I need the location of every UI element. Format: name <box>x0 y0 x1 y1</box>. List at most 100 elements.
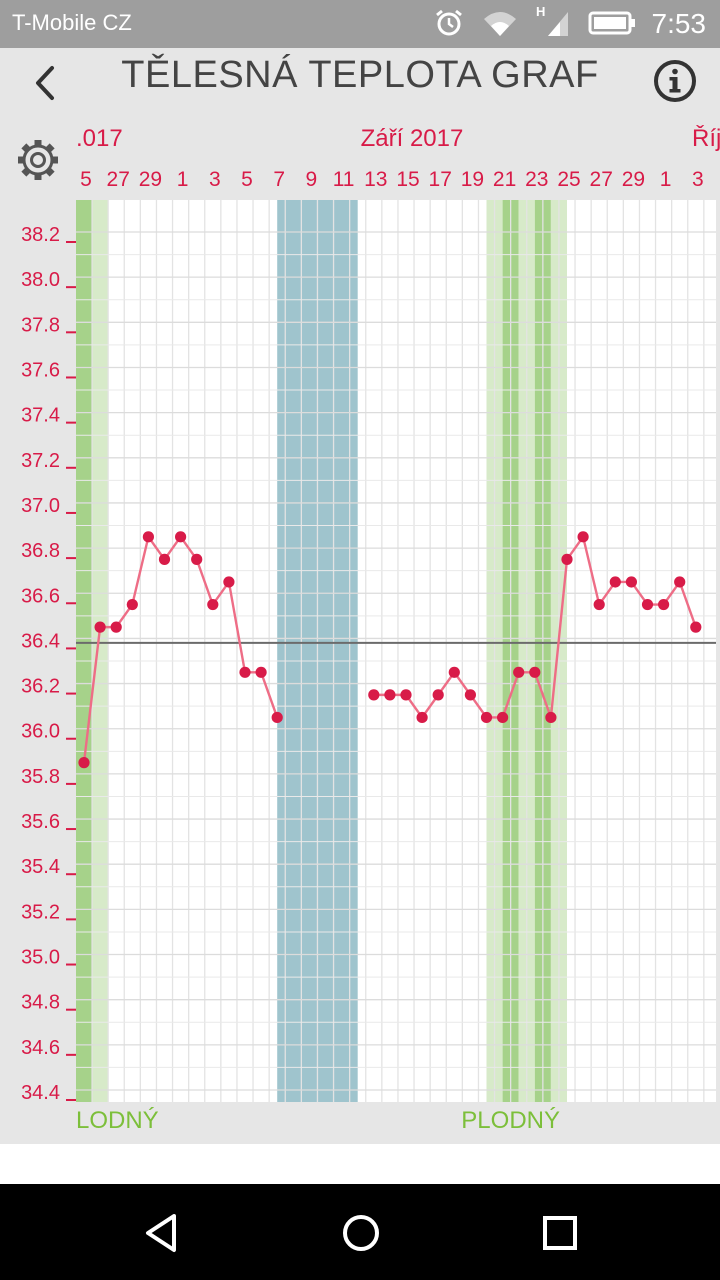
temperature-point[interactable] <box>416 711 428 724</box>
temperature-point[interactable] <box>577 531 589 543</box>
y-tick-label: 36.8 <box>21 540 60 562</box>
y-tick-label: 35.2 <box>21 901 60 923</box>
temperature-point[interactable] <box>497 711 509 724</box>
day-tick-label: 27 <box>590 168 613 191</box>
battery-icon <box>588 11 635 35</box>
y-tick-label: 34.8 <box>21 992 60 1014</box>
signal-icon: H <box>536 4 570 38</box>
temperature-point[interactable] <box>674 576 686 588</box>
temperature-point[interactable] <box>158 553 171 565</box>
month-label: .017 <box>76 125 123 152</box>
y-tick-label: 38.0 <box>21 269 60 291</box>
settings-button[interactable] <box>16 138 60 182</box>
info-button[interactable] <box>652 58 698 104</box>
plot-background <box>76 200 716 1102</box>
wifi-icon <box>484 12 516 36</box>
day-tick-labels: 5 27 29 1 3 5 7 9 11 13 15 17 19 21 23 25 27 29 1 3 <box>80 168 703 191</box>
y-tick-label: 35.4 <box>21 856 60 878</box>
y-tick-label: 37.4 <box>21 405 60 427</box>
temperature-point[interactable] <box>94 621 106 633</box>
temperature-point[interactable] <box>110 621 122 633</box>
temperature-point[interactable] <box>641 598 654 611</box>
day-tick-label: 5 <box>80 168 92 191</box>
temperature-point[interactable] <box>609 576 621 588</box>
temperature-point[interactable] <box>400 689 412 701</box>
temperature-point[interactable] <box>432 689 444 701</box>
temperature-point[interactable] <box>384 689 396 701</box>
temperature-chart-panel[interactable]: .017 Září 2017 Říj 5 27 29 1 3 5 7 9 11 13 15 17 19 21 2… <box>0 120 720 1144</box>
nav-recents-button[interactable] <box>535 1208 585 1258</box>
temperature-point[interactable] <box>561 553 573 565</box>
day-tick-label: 5 <box>241 168 253 191</box>
day-tick-label: 27 <box>107 168 130 191</box>
month-label: Říj <box>692 125 720 152</box>
y-tick-label: 37.8 <box>21 314 60 336</box>
day-tick-label: 3 <box>692 168 704 191</box>
day-tick-label: 29 <box>622 168 645 191</box>
day-tick-label: 1 <box>660 168 672 191</box>
day-tick-label: 21 <box>493 168 516 191</box>
nav-recents-icon <box>543 1216 577 1250</box>
temperature-point[interactable] <box>207 598 219 611</box>
info-icon <box>654 60 696 102</box>
gear-icon <box>18 140 58 180</box>
fertile-label: LODNÝ <box>76 1107 159 1134</box>
y-axis: 38.2 38.0 37.8 37.6 37.4 37.2 37.0 36.8 36.6 36.4… <box>21 224 76 1104</box>
y-tick-label: 38.2 <box>21 224 60 246</box>
day-tick-label: 25 <box>557 168 580 191</box>
day-tick-label: 15 <box>396 168 419 191</box>
fertile-band <box>76 200 93 1102</box>
temperature-series <box>78 531 702 769</box>
y-tick-label: 35.6 <box>21 811 60 833</box>
temperature-point[interactable] <box>529 666 541 678</box>
temperature-point[interactable] <box>78 757 90 769</box>
chevron-left-icon <box>36 66 54 100</box>
fertile-label: PLODNÝ <box>461 1107 560 1134</box>
y-tick-label: 36.2 <box>21 676 60 698</box>
nav-back-icon <box>146 1214 176 1252</box>
nav-home-icon <box>343 1215 379 1251</box>
network-type-label: H <box>536 4 546 19</box>
y-tick-label: 36.0 <box>21 721 60 743</box>
temperature-point[interactable] <box>126 598 138 611</box>
temperature-point[interactable] <box>690 621 702 633</box>
day-tick-label: 7 <box>273 168 285 191</box>
temperature-point[interactable] <box>513 666 525 678</box>
temperature-point[interactable] <box>175 531 187 543</box>
status-icons: H <box>434 4 636 38</box>
temperature-point[interactable] <box>545 711 557 724</box>
temperature-point[interactable] <box>255 666 267 678</box>
temperature-point[interactable] <box>480 711 493 724</box>
clock: 7:53 <box>651 8 707 39</box>
temperature-point[interactable] <box>658 598 670 611</box>
day-tick-label: 23 <box>525 168 548 191</box>
y-tick-label: 36.6 <box>21 585 60 607</box>
temperature-point[interactable] <box>448 666 460 678</box>
temperature-point[interactable] <box>239 666 251 678</box>
y-tick-label: 35.8 <box>21 766 60 788</box>
day-tick-label: 9 <box>306 168 318 191</box>
fertile-band <box>92 200 109 1102</box>
temperature-point[interactable] <box>464 689 476 701</box>
y-tick-label: 34.4 <box>21 1082 60 1104</box>
temperature-point[interactable] <box>223 576 235 588</box>
day-tick-label: 19 <box>461 168 484 191</box>
fertile-labels: LODNÝ PLODNÝ <box>76 1107 560 1134</box>
temperature-point[interactable] <box>142 531 154 543</box>
day-tick-label: 29 <box>139 168 162 191</box>
temperature-point[interactable] <box>625 576 638 588</box>
nav-home-button[interactable] <box>336 1208 386 1258</box>
temperature-point[interactable] <box>271 711 283 724</box>
temperature-chart[interactable]: .017 Září 2017 Říj 5 27 29 1 3 5 7 9 11 13 15 17 19 21 2… <box>0 120 720 1144</box>
status-bar: T-Mobile CZ H 7:53 <box>0 0 720 48</box>
back-button[interactable] <box>22 58 72 108</box>
temperature-point[interactable] <box>593 598 605 611</box>
nav-back-button[interactable] <box>138 1208 188 1258</box>
day-tick-label: 13 <box>364 168 387 191</box>
alarm-icon <box>436 9 462 36</box>
day-tick-label: 11 <box>333 168 355 191</box>
day-tick-label: 17 <box>429 168 452 191</box>
temperature-point[interactable] <box>368 689 380 701</box>
page-title: TĚLESNÁ TEPLOTA GRAF <box>121 54 599 96</box>
temperature-point[interactable] <box>191 553 203 565</box>
